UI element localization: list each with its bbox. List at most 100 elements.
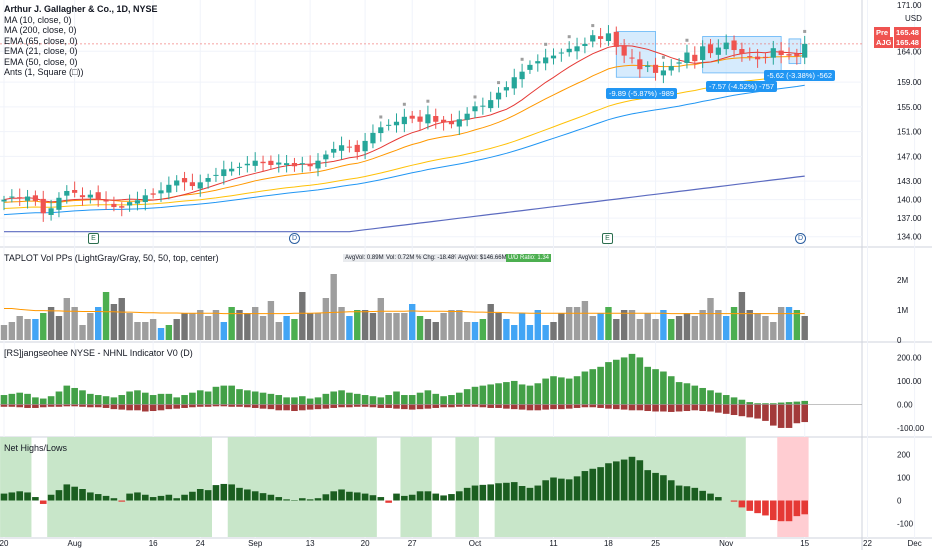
candle-body [331, 148, 337, 153]
legend-ma10[interactable]: MA (10, close, 0) [4, 14, 72, 25]
candle-body [488, 100, 494, 109]
volume-avg-line [4, 308, 805, 315]
volume-bar [613, 319, 620, 340]
nhnl-down-bar [683, 404, 691, 412]
candle-body [338, 145, 345, 151]
nhnl-down-bar [63, 404, 71, 407]
netlh-bar [707, 493, 714, 501]
nhnl-up-bar [785, 402, 793, 405]
volume-bar [165, 325, 173, 340]
legend-ema50[interactable]: EMA (50, close, 0) [4, 56, 78, 67]
earnings-badge-1[interactable]: E [88, 233, 99, 244]
measure-annotation-3[interactable]: -5.62 (-3.38%) -562 [764, 70, 836, 81]
legend-ants[interactable]: Ants (1, Square (□)) [4, 67, 84, 77]
dividend-badge-2[interactable]: D [795, 233, 806, 244]
netlh-bar [785, 500, 793, 522]
volume-bar [0, 325, 8, 340]
netlh-bar [189, 491, 196, 501]
vol-stat-ud-ratio: U/D Ratio: 1.34 [506, 254, 552, 262]
candle-body [174, 180, 180, 186]
nhnl-up-bar [683, 383, 691, 405]
candle-body [637, 59, 643, 70]
netlh-bar [581, 471, 589, 501]
nhnl-down-bar [613, 404, 620, 410]
nhnl-up-bar [275, 395, 283, 405]
volume-bar [267, 301, 275, 340]
volume-bar [401, 313, 408, 340]
pre-price-tag: 165.48 [894, 27, 921, 38]
legend-ma200[interactable]: MA (200, close, 0) [4, 25, 77, 35]
nhnl-up-bar [408, 395, 416, 405]
measure-annotation-1[interactable]: -9.89 (-5.87%) -989 [606, 88, 678, 99]
price-tick-label: 134.00 [897, 233, 922, 242]
nhnl-down-bar [291, 404, 298, 412]
legend-ema65[interactable]: EMA (65, close, 0) [4, 35, 78, 46]
volume-bar [87, 313, 94, 340]
netlh-bar [448, 494, 455, 501]
price-axis-top: 171.00 [897, 1, 922, 10]
earnings-badge-2[interactable]: E [602, 233, 613, 244]
nhnl-down-bar [71, 404, 78, 407]
volume-bar [691, 316, 698, 340]
netlh-bar [47, 494, 55, 501]
ema50-line [3, 73, 805, 209]
netlh-bar [416, 491, 424, 501]
nhnl-down-bar [801, 404, 808, 423]
legend-ema21[interactable]: EMA (21, close, 0) [4, 46, 78, 56]
nhnl-up-bar [558, 377, 565, 405]
nhnl-up-bar [660, 371, 667, 405]
netlh-tick-label: 100 [897, 474, 911, 483]
candle-body [550, 55, 557, 59]
volume-bar [770, 322, 777, 340]
volume-bar [628, 310, 636, 340]
nhnl-up-bar [173, 397, 180, 405]
nhnl-down-bar [361, 404, 369, 407]
nhnl-up-bar [424, 390, 432, 405]
candle-body [464, 113, 470, 120]
nhnl-up-bar [157, 393, 165, 405]
volume-bar [71, 307, 78, 340]
vol-tick-label: 0 [897, 336, 902, 345]
nhnl-down-bar [675, 404, 683, 412]
candle-body [346, 146, 352, 148]
netlh-bar [63, 484, 71, 501]
nhnl-panel-label[interactable]: [RS]jangseohee NYSE - NHNL Indicator V0 … [4, 348, 193, 358]
measure-annotation-2[interactable]: -7.57 (-4.52%) -757 [706, 81, 778, 92]
candle-body [393, 121, 400, 126]
nhnl-up-bar [715, 392, 722, 405]
ants-marker [567, 35, 571, 39]
x-tick-label: 27 [408, 539, 417, 548]
volume-bar [730, 307, 738, 340]
candle-body [354, 144, 360, 153]
nhnl-up-bar [346, 392, 353, 405]
nhnl-down-bar [503, 404, 510, 409]
candle-body [362, 140, 368, 152]
nhnl-up-bar [369, 396, 377, 405]
netlh-bar [762, 500, 769, 516]
chart-title: Arthur J. Gallagher & Co., 1D, NYSE [4, 4, 158, 14]
x-tick-label: 20 [361, 539, 370, 548]
nhnl-down-bar [212, 404, 220, 407]
nhnl-down-bar [39, 404, 47, 408]
nhnl-up-bar [510, 380, 518, 405]
candle-body [660, 70, 666, 76]
vol-panel-label[interactable]: TAPLOT Vol PPs (LightGray/Gray, 50, 50, … [4, 253, 219, 263]
volume-bar [212, 310, 220, 340]
volume-bar [181, 313, 188, 340]
nhnl-down-bar [479, 404, 487, 408]
nhnl-down-bar [196, 404, 204, 407]
nhnl-up-bar [487, 384, 494, 405]
candle-body [747, 56, 753, 58]
nhnl-up-bar [196, 390, 204, 405]
netlh-bar [683, 486, 691, 501]
nhnl-up-bar [8, 393, 16, 405]
netlh-panel-label[interactable]: Net Highs/Lows [4, 443, 68, 453]
dividend-badge-1[interactable]: D [289, 233, 300, 244]
nhnl-up-bar [142, 392, 149, 405]
candle-body [692, 54, 698, 62]
nhnl-down-bar [620, 404, 628, 410]
ants-marker [379, 115, 383, 119]
netlh-bar [503, 482, 510, 501]
nhnl-down-bar [550, 404, 557, 410]
nhnl-down-bar [149, 404, 157, 412]
